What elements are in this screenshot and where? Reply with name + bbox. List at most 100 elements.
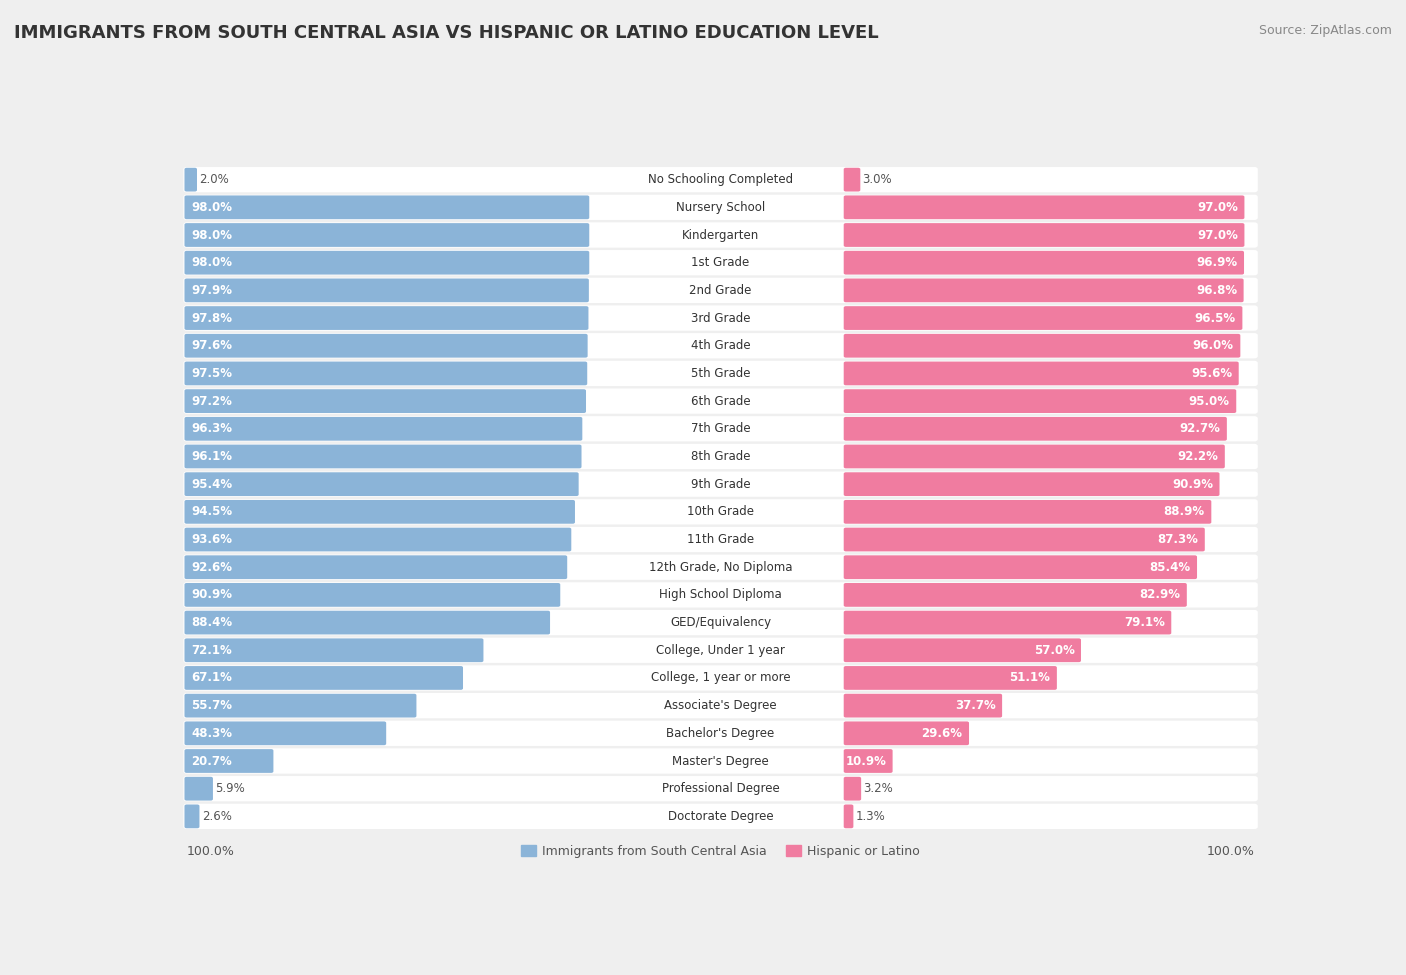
Text: High School Diploma: High School Diploma [659,588,782,602]
FancyBboxPatch shape [184,749,273,773]
Text: 2.6%: 2.6% [201,810,232,823]
Text: 94.5%: 94.5% [191,505,232,519]
FancyBboxPatch shape [844,251,1244,275]
Text: 48.3%: 48.3% [191,726,232,740]
FancyBboxPatch shape [844,749,893,773]
FancyBboxPatch shape [184,389,586,413]
Legend: Immigrants from South Central Asia, Hispanic or Latino: Immigrants from South Central Asia, Hisp… [522,844,920,858]
Text: Source: ZipAtlas.com: Source: ZipAtlas.com [1258,24,1392,37]
FancyBboxPatch shape [184,168,197,191]
FancyBboxPatch shape [184,583,560,606]
FancyBboxPatch shape [844,583,1187,606]
FancyBboxPatch shape [183,388,1258,413]
Text: 96.8%: 96.8% [1197,284,1237,296]
Text: 8th Grade: 8th Grade [690,450,751,463]
FancyBboxPatch shape [183,305,1258,331]
Text: 95.6%: 95.6% [1191,367,1232,380]
Text: Doctorate Degree: Doctorate Degree [668,810,773,823]
FancyBboxPatch shape [183,195,1258,220]
Text: College, Under 1 year: College, Under 1 year [657,644,785,657]
FancyBboxPatch shape [184,694,416,718]
FancyBboxPatch shape [844,610,1171,635]
Text: 57.0%: 57.0% [1033,644,1074,657]
FancyBboxPatch shape [183,749,1258,773]
Text: 98.0%: 98.0% [191,228,232,242]
Text: 98.0%: 98.0% [191,201,232,214]
FancyBboxPatch shape [844,804,853,828]
Text: 3.2%: 3.2% [863,782,893,796]
Text: 3.0%: 3.0% [862,174,893,186]
Text: 95.4%: 95.4% [191,478,232,490]
Text: GED/Equivalency: GED/Equivalency [671,616,770,629]
Text: Master's Degree: Master's Degree [672,755,769,767]
Text: 95.0%: 95.0% [1188,395,1230,408]
FancyBboxPatch shape [183,526,1258,552]
FancyBboxPatch shape [844,445,1225,468]
Text: 88.4%: 88.4% [191,616,232,629]
Text: 92.6%: 92.6% [191,561,232,573]
FancyBboxPatch shape [184,527,571,552]
Text: 10.9%: 10.9% [845,755,886,767]
Text: 2nd Grade: 2nd Grade [689,284,752,296]
FancyBboxPatch shape [184,610,550,635]
Text: Professional Degree: Professional Degree [662,782,779,796]
Text: 2.0%: 2.0% [200,174,229,186]
FancyBboxPatch shape [844,362,1239,385]
Text: 98.0%: 98.0% [191,256,232,269]
Text: 72.1%: 72.1% [191,644,232,657]
Text: 97.8%: 97.8% [191,312,232,325]
FancyBboxPatch shape [844,666,1057,690]
Text: 29.6%: 29.6% [921,726,963,740]
Text: 96.9%: 96.9% [1197,256,1237,269]
Text: 5th Grade: 5th Grade [690,367,751,380]
FancyBboxPatch shape [183,582,1258,607]
FancyBboxPatch shape [844,168,860,191]
Text: 7th Grade: 7th Grade [690,422,751,435]
FancyBboxPatch shape [184,195,589,219]
Text: 6th Grade: 6th Grade [690,395,751,408]
FancyBboxPatch shape [184,777,212,800]
Text: 97.2%: 97.2% [191,395,232,408]
Text: 90.9%: 90.9% [191,588,232,602]
Text: College, 1 year or more: College, 1 year or more [651,672,790,684]
Text: 96.1%: 96.1% [191,450,232,463]
FancyBboxPatch shape [184,500,575,524]
Text: 100.0%: 100.0% [187,844,235,858]
Text: 97.0%: 97.0% [1197,228,1237,242]
Text: 96.3%: 96.3% [191,422,232,435]
FancyBboxPatch shape [183,416,1258,442]
FancyBboxPatch shape [184,804,200,828]
FancyBboxPatch shape [844,472,1219,496]
FancyBboxPatch shape [844,195,1244,219]
FancyBboxPatch shape [183,555,1258,580]
FancyBboxPatch shape [844,306,1243,330]
FancyBboxPatch shape [183,472,1258,497]
Text: 37.7%: 37.7% [955,699,995,712]
Text: 67.1%: 67.1% [191,672,232,684]
Text: 97.9%: 97.9% [191,284,232,296]
FancyBboxPatch shape [184,639,484,662]
Text: 4th Grade: 4th Grade [690,339,751,352]
FancyBboxPatch shape [184,279,589,302]
FancyBboxPatch shape [844,279,1244,302]
Text: 88.9%: 88.9% [1164,505,1205,519]
Text: 93.6%: 93.6% [191,533,232,546]
FancyBboxPatch shape [183,638,1258,663]
Text: No Schooling Completed: No Schooling Completed [648,174,793,186]
FancyBboxPatch shape [184,362,588,385]
Text: 1.3%: 1.3% [856,810,886,823]
FancyBboxPatch shape [184,472,579,496]
Text: Nursery School: Nursery School [676,201,765,214]
Text: 5.9%: 5.9% [215,782,245,796]
Text: 85.4%: 85.4% [1149,561,1191,573]
FancyBboxPatch shape [844,556,1197,579]
FancyBboxPatch shape [184,666,463,690]
FancyBboxPatch shape [184,333,588,358]
FancyBboxPatch shape [844,417,1227,441]
FancyBboxPatch shape [844,389,1236,413]
FancyBboxPatch shape [183,222,1258,248]
FancyBboxPatch shape [844,223,1244,247]
Text: Associate's Degree: Associate's Degree [664,699,778,712]
FancyBboxPatch shape [183,665,1258,690]
Text: 96.5%: 96.5% [1195,312,1236,325]
